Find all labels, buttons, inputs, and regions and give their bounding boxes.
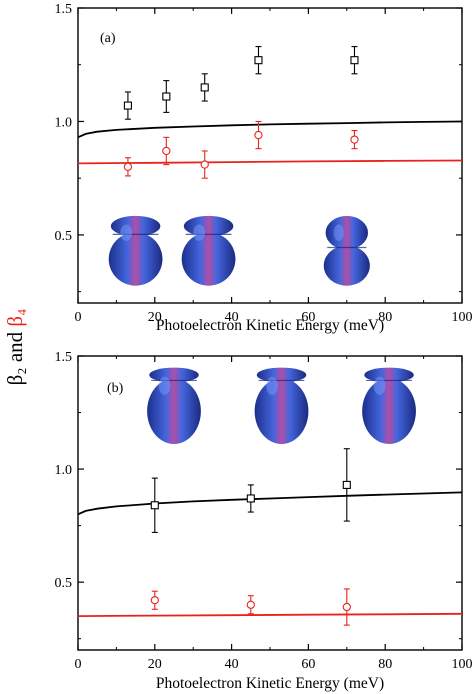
orbital-shape xyxy=(362,367,416,444)
x-tick-label: 40 xyxy=(225,657,239,672)
orbital-lobe-bottom xyxy=(147,378,201,444)
orbital-highlight xyxy=(120,224,133,241)
beta2_fit-curve xyxy=(77,120,463,139)
y-axis-label-beta4: β₄ xyxy=(3,309,27,327)
beta2-point xyxy=(342,480,351,489)
x-tick-label: 80 xyxy=(378,657,392,672)
panel-label: (b) xyxy=(107,381,124,396)
beta2-point xyxy=(254,56,263,65)
beta4_fit-curve xyxy=(77,612,463,617)
orbital-lobe-top xyxy=(325,215,368,250)
orbital-highlight xyxy=(193,224,206,241)
orbital-shape xyxy=(181,215,236,286)
x-tick-label: 60 xyxy=(301,310,315,325)
beta4-point xyxy=(150,596,159,605)
orbital-highlight xyxy=(158,376,171,395)
beta4_fit-curve xyxy=(77,159,463,165)
orbital-lobe-bottom xyxy=(108,232,163,286)
x-tick-label: 0 xyxy=(75,657,82,672)
orbital-lobe-top xyxy=(183,215,234,237)
orbital-shape xyxy=(147,367,201,444)
beta4-point xyxy=(350,135,359,144)
beta2-point xyxy=(123,101,132,110)
x-tick-label: 100 xyxy=(452,310,473,325)
x-tick-label: 20 xyxy=(148,310,162,325)
panel-b: 0 20 40 60 80 100 0.5 1.0 1.5 Photoelectron Kinet… xyxy=(55,350,473,692)
beta4-point xyxy=(254,130,263,140)
beta4-point xyxy=(342,602,351,612)
y-tick-label: 0.5 xyxy=(55,576,73,591)
beta4-point xyxy=(200,160,209,169)
beta4-point xyxy=(246,600,255,609)
panel-a: 0 20 40 60 80 100 0.5 1.0 1.5 Photoelectron Kinet… xyxy=(55,2,473,334)
orbital-highlight xyxy=(373,376,386,395)
beta2_fit-curve xyxy=(77,491,463,516)
x-tick-label: 80 xyxy=(378,310,392,325)
orbital-highlight xyxy=(266,376,279,395)
x-axis-label: Photoelectron Kinetic Energy (meV) xyxy=(156,675,384,692)
x-axis-label: Photoelectron Kinetic Energy (meV) xyxy=(156,317,384,334)
x-tick-label: 100 xyxy=(452,657,473,672)
beta2-point xyxy=(150,501,159,510)
orbital-lobe-bottom xyxy=(362,378,416,444)
orbital-lobe-top xyxy=(149,367,199,383)
orbital-highlight xyxy=(333,224,344,241)
orbital-shape xyxy=(323,215,370,286)
y-tick-label: 0.5 xyxy=(55,229,73,244)
y-tick-label: 1.0 xyxy=(55,115,73,130)
orbital-lobe-bottom xyxy=(323,245,370,286)
y-tick-label: 1.0 xyxy=(55,463,73,478)
orbital-shape xyxy=(254,367,309,444)
orbital-shape xyxy=(108,215,163,286)
y-tick-label: 1.5 xyxy=(55,2,73,17)
x-tick-label: 40 xyxy=(225,310,239,325)
beta4-point xyxy=(162,146,171,156)
x-tick-label: 60 xyxy=(301,657,315,672)
panel-label: (a) xyxy=(100,31,116,46)
beta2-point xyxy=(162,92,171,101)
y-axis-label-beta2: β₂ and xyxy=(3,327,27,386)
orbital-lobe-bottom xyxy=(254,378,309,444)
beta4-point xyxy=(123,162,133,171)
beta2-point xyxy=(350,56,359,65)
y-tick-label: 1.5 xyxy=(55,350,73,365)
orbital-lobe-bottom xyxy=(181,232,236,286)
beta2-point xyxy=(200,83,209,92)
x-tick-label: 20 xyxy=(148,657,162,672)
beta2-point xyxy=(246,494,255,503)
orbital-lobe-top xyxy=(256,367,307,383)
orbital-lobe-top xyxy=(364,367,414,383)
y-axis-label: β₂ and β₄ xyxy=(3,309,27,386)
orbital-lobe-top xyxy=(110,215,161,237)
x-tick-label: 0 xyxy=(75,310,82,325)
